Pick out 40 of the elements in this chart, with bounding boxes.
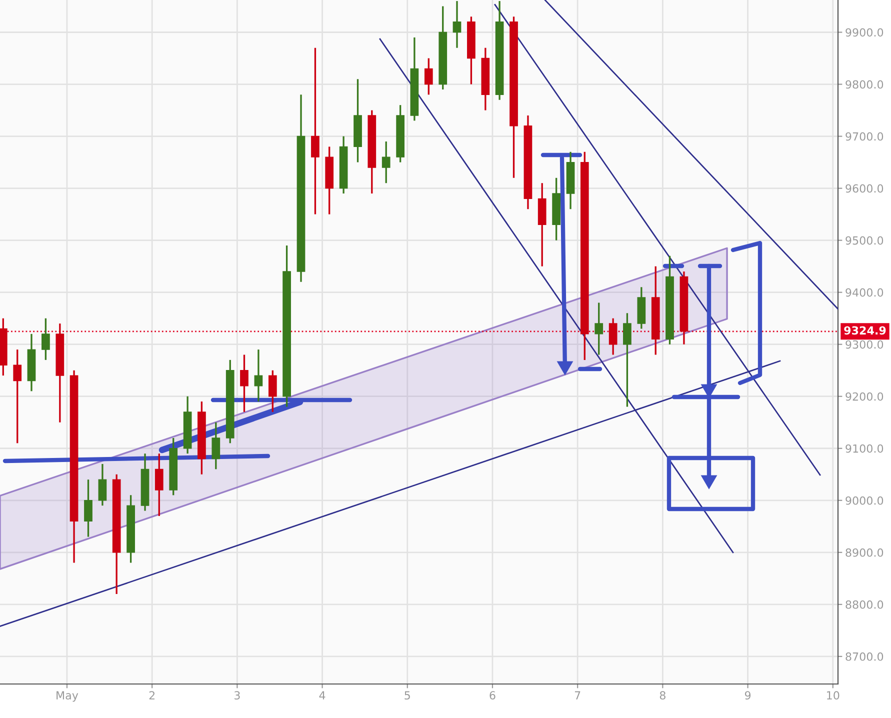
y-tick-label: 9200.0	[846, 392, 884, 401]
y-tick-label: 9100.0	[846, 444, 884, 453]
candlestick	[268, 370, 277, 413]
y-tick-label: 8900.0	[846, 548, 884, 557]
x-tick-label: 10	[827, 691, 840, 700]
x-tick-label: 9	[744, 691, 751, 700]
candlestick	[452, 0, 462, 49]
y-tick-label: 8700.0	[846, 652, 884, 661]
candlestick	[311, 47, 320, 216]
candlestick	[84, 478, 92, 538]
candlestick	[424, 57, 433, 96]
x-tick-label: 6	[490, 691, 496, 700]
y-tick-label: 9000.0	[846, 496, 884, 505]
candlestick	[42, 318, 50, 361]
y-tick-label: 9400.0	[846, 288, 884, 297]
candlestick	[254, 348, 263, 402]
x-tick-label: 7	[574, 691, 580, 700]
candlestick	[382, 140, 390, 184]
x-tick-label: May	[56, 691, 78, 702]
candlestick	[154, 452, 164, 517]
candlestick	[594, 302, 604, 356]
candlestick	[608, 318, 618, 356]
x-tick-label: 5	[404, 691, 410, 700]
x-tick-label: 2	[149, 691, 154, 700]
y-tick-label: 9800.0	[846, 80, 884, 89]
y-tick-label: 9500.0	[846, 236, 884, 245]
candlestick	[98, 463, 107, 506]
x-tick-label: 8	[660, 691, 666, 700]
y-tick-label: 9700.0	[846, 132, 884, 141]
y-tick-label: 9300.0	[846, 340, 884, 349]
y-tick-label: 9900.0	[846, 28, 884, 37]
x-tick-label: 4	[319, 691, 326, 700]
y-tick-label: 8800.0	[846, 600, 884, 609]
candlestick	[240, 354, 248, 413]
ref-line-label: 9324.9	[844, 326, 886, 335]
candlestick	[623, 312, 632, 408]
candlestick	[212, 422, 220, 470]
y-tick-label: 9600.0	[846, 184, 884, 193]
x-tick-label: 3	[234, 691, 240, 700]
candlestick	[13, 348, 22, 444]
